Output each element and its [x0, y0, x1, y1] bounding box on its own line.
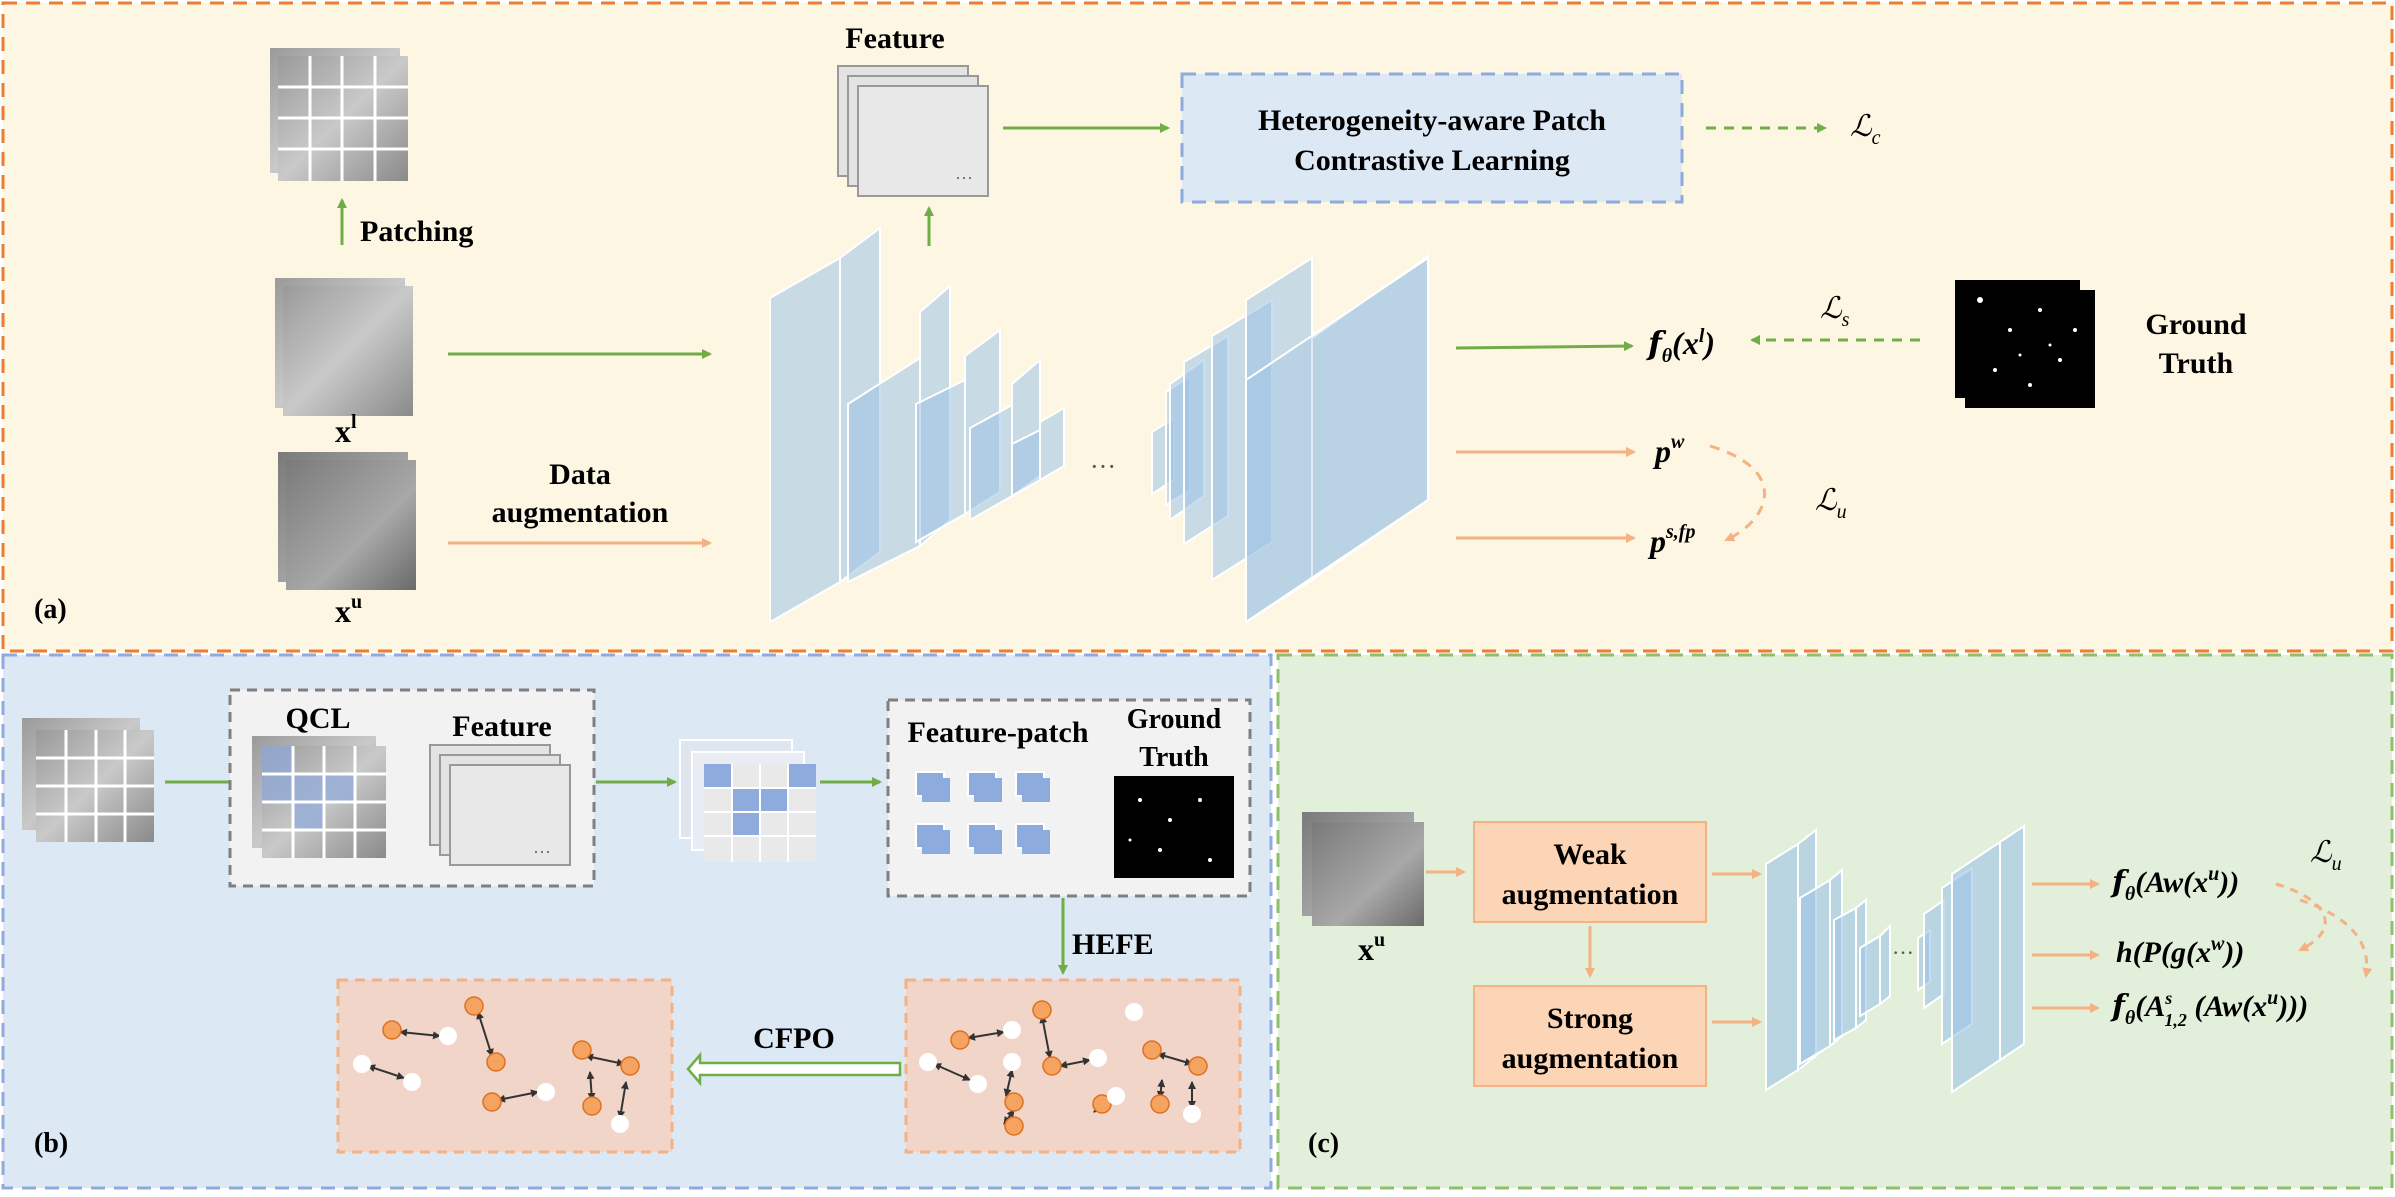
- patching-label: Patching: [360, 215, 473, 248]
- strong-aug-label-1: Strong: [1547, 1002, 1633, 1035]
- weak-aug-label-1: Weak: [1553, 838, 1627, 871]
- panel-c-network: [1765, 824, 2025, 1094]
- panel-a-label: (a): [34, 594, 67, 625]
- labeled-image-xl: [275, 278, 413, 416]
- unlabeled-image-xu: [278, 452, 416, 590]
- network-blocks: [769, 226, 1065, 624]
- svg-text:···: ···: [955, 168, 973, 188]
- loss-c: ℒc: [1850, 110, 1881, 149]
- qcl-feature-label: Feature: [452, 710, 551, 743]
- panel-c-xu-image: [1302, 812, 1424, 926]
- xl-label: xl: [335, 411, 357, 449]
- svg-text:···: ···: [533, 842, 551, 862]
- hpcl-box: [1180, 72, 1684, 204]
- output-strong: 𝒇θ(As 1,2 (Aw(xu))): [2110, 987, 2308, 1030]
- cfpo-label: CFPO: [753, 1022, 835, 1055]
- panel-b-label: (b): [34, 1128, 68, 1159]
- panel-c-label: (c): [1308, 1128, 1339, 1159]
- panel-b-gt-label-1: Ground: [1127, 704, 1222, 735]
- panel-b-gt-image: [1114, 776, 1234, 878]
- graph-left-nodes: [353, 996, 640, 1133]
- data-augmentation-label: Data: [549, 458, 611, 491]
- decoder-blocks: [1151, 254, 1429, 624]
- xu-label: xu: [335, 591, 362, 629]
- loss-u-c: ℒu: [2310, 836, 2342, 875]
- weak-augmentation-box: [1473, 821, 1707, 923]
- ground-truth-label-2: Truth: [2159, 347, 2234, 380]
- cfpo-arrow: [686, 1051, 902, 1087]
- qcl-grid: [252, 736, 386, 858]
- qcl-feature-stack: ···: [429, 744, 571, 866]
- qcl-label: QCL: [285, 702, 350, 735]
- panel-b-patch-stack: [22, 718, 154, 842]
- hpcl-title-2: Contrastive Learning: [1294, 144, 1570, 177]
- weak-aug-label-2: augmentation: [1502, 878, 1679, 911]
- ground-truth-label-1: Ground: [2145, 308, 2246, 341]
- psfp-label: ps,fp: [1647, 521, 1695, 559]
- strong-aug-label-2: augmentation: [1502, 1042, 1679, 1075]
- hpcl-title-1: Heterogeneity-aware Patch: [1258, 104, 1606, 137]
- pw-label: pw: [1652, 431, 1685, 469]
- loss-u-a: ℒu: [1815, 484, 1847, 523]
- feature-label: Feature: [845, 22, 944, 55]
- graph-right-nodes: [919, 1000, 1208, 1136]
- feature-patch-grid: [679, 739, 816, 862]
- feature-patch-label: Feature-patch: [907, 716, 1088, 749]
- loss-s: ℒs: [1820, 292, 1850, 331]
- feature-stack: ···: [837, 65, 989, 197]
- patched-image-stack: [270, 48, 408, 181]
- strong-augmentation-box: [1473, 985, 1707, 1087]
- hefe-label: HEFE: [1072, 928, 1154, 961]
- panel-c-dots: ···: [1892, 940, 1914, 965]
- ground-truth-image: [1955, 280, 2095, 408]
- data-augmentation-label-2: augmentation: [492, 496, 669, 529]
- panel-c-xu-label: xu: [1358, 929, 1385, 967]
- output-feature-perturb: h(P(g(xw)): [2116, 933, 2244, 969]
- feature-patches: [915, 771, 1050, 854]
- panel-b-gt-label-2: Truth: [1139, 742, 1209, 773]
- f-theta-xl: 𝒇θ(xl): [1646, 325, 1715, 367]
- network-dots: ···: [1090, 452, 1116, 481]
